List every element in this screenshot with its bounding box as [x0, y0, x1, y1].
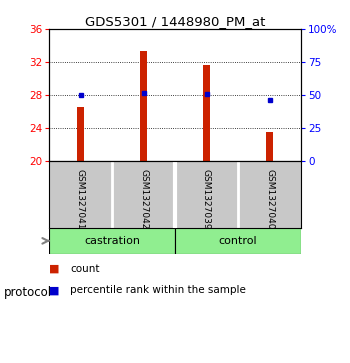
Text: GSM1327041: GSM1327041 [76, 170, 85, 230]
Text: control: control [219, 236, 257, 246]
Bar [49, 228, 175, 254]
Text: castration: castration [84, 236, 140, 246]
Bar [266, 132, 273, 162]
Text: ■: ■ [49, 264, 60, 274]
Title: GDS5301 / 1448980_PM_at: GDS5301 / 1448980_PM_at [85, 15, 265, 28]
Text: GSM1327042: GSM1327042 [139, 170, 148, 230]
Bar [140, 50, 147, 162]
Bar [175, 228, 301, 254]
Text: GSM1327040: GSM1327040 [265, 170, 274, 230]
Text: percentile rank within the sample: percentile rank within the sample [70, 285, 246, 295]
Bar [77, 107, 84, 162]
Text: protocol: protocol [4, 286, 52, 299]
Text: ■: ■ [49, 285, 60, 295]
Bar [203, 65, 210, 162]
Text: GSM1327039: GSM1327039 [202, 170, 211, 230]
Text: count: count [70, 264, 99, 274]
